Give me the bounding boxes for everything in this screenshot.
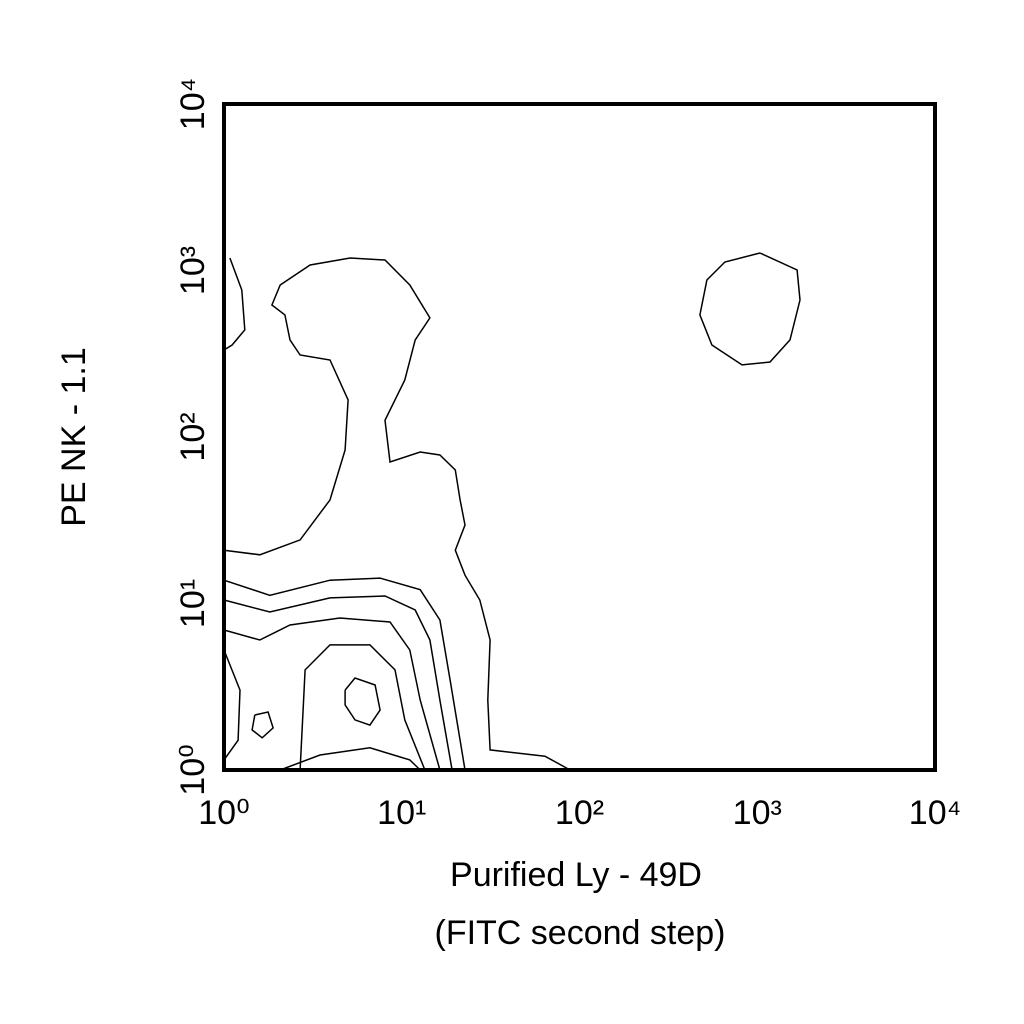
- contour-line: [251, 711, 274, 739]
- x-tick-label: 10²: [555, 794, 604, 832]
- contour-line: [279, 747, 421, 771]
- x-tick-label: 10³: [733, 794, 782, 832]
- contour-line: [299, 644, 426, 771]
- y-tick-label: 10⁴: [174, 78, 212, 130]
- contour-line: [344, 677, 381, 726]
- contour-line: [223, 649, 241, 761]
- y-tick-label: 10²: [174, 412, 212, 461]
- contour-line: [223, 257, 246, 351]
- x-tick-label: 10⁴: [909, 794, 961, 832]
- contour-line: [223, 595, 453, 771]
- contour-line: [223, 617, 441, 771]
- contour-line: [699, 252, 801, 366]
- x-axis-label: (FITC second step): [435, 914, 726, 952]
- y-tick-label: 10³: [174, 246, 212, 295]
- x-tick-label: 10¹: [377, 794, 426, 832]
- x-axis-label: Purified Ly - 49D: [450, 856, 702, 894]
- y-tick-label: 10¹: [174, 579, 212, 628]
- plot-frame: [222, 102, 937, 772]
- contour-line: [223, 257, 571, 771]
- y-axis-label: PE NK - 1.1: [55, 347, 93, 527]
- x-tick-label: 10⁰: [198, 794, 249, 832]
- contour-line: [223, 577, 466, 771]
- y-tick-label: 10⁰: [174, 744, 212, 795]
